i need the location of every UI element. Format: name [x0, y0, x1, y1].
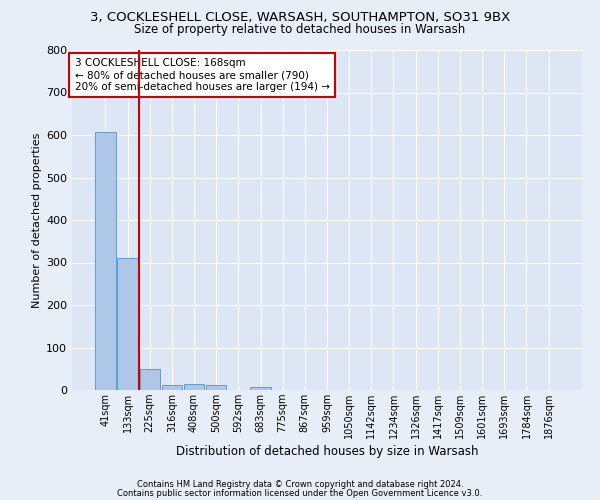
Text: Size of property relative to detached houses in Warsash: Size of property relative to detached ho…: [134, 22, 466, 36]
Bar: [161, 385, 182, 390]
Bar: [140, 369, 160, 390]
X-axis label: Distribution of detached houses by size in Warsash: Distribution of detached houses by size …: [176, 445, 478, 458]
Text: 3 COCKLESHELL CLOSE: 168sqm
← 80% of detached houses are smaller (790)
20% of se: 3 COCKLESHELL CLOSE: 168sqm ← 80% of det…: [74, 58, 329, 92]
Text: Contains HM Land Registry data © Crown copyright and database right 2024.: Contains HM Land Registry data © Crown c…: [137, 480, 463, 489]
Bar: [206, 385, 226, 390]
Bar: [95, 132, 116, 390]
Text: 3, COCKLESHELL CLOSE, WARSASH, SOUTHAMPTON, SO31 9BX: 3, COCKLESHELL CLOSE, WARSASH, SOUTHAMPT…: [90, 11, 510, 24]
Bar: [250, 386, 271, 390]
Y-axis label: Number of detached properties: Number of detached properties: [32, 132, 42, 308]
Bar: [118, 258, 138, 390]
Text: Contains public sector information licensed under the Open Government Licence v3: Contains public sector information licen…: [118, 488, 482, 498]
Bar: [184, 384, 204, 390]
